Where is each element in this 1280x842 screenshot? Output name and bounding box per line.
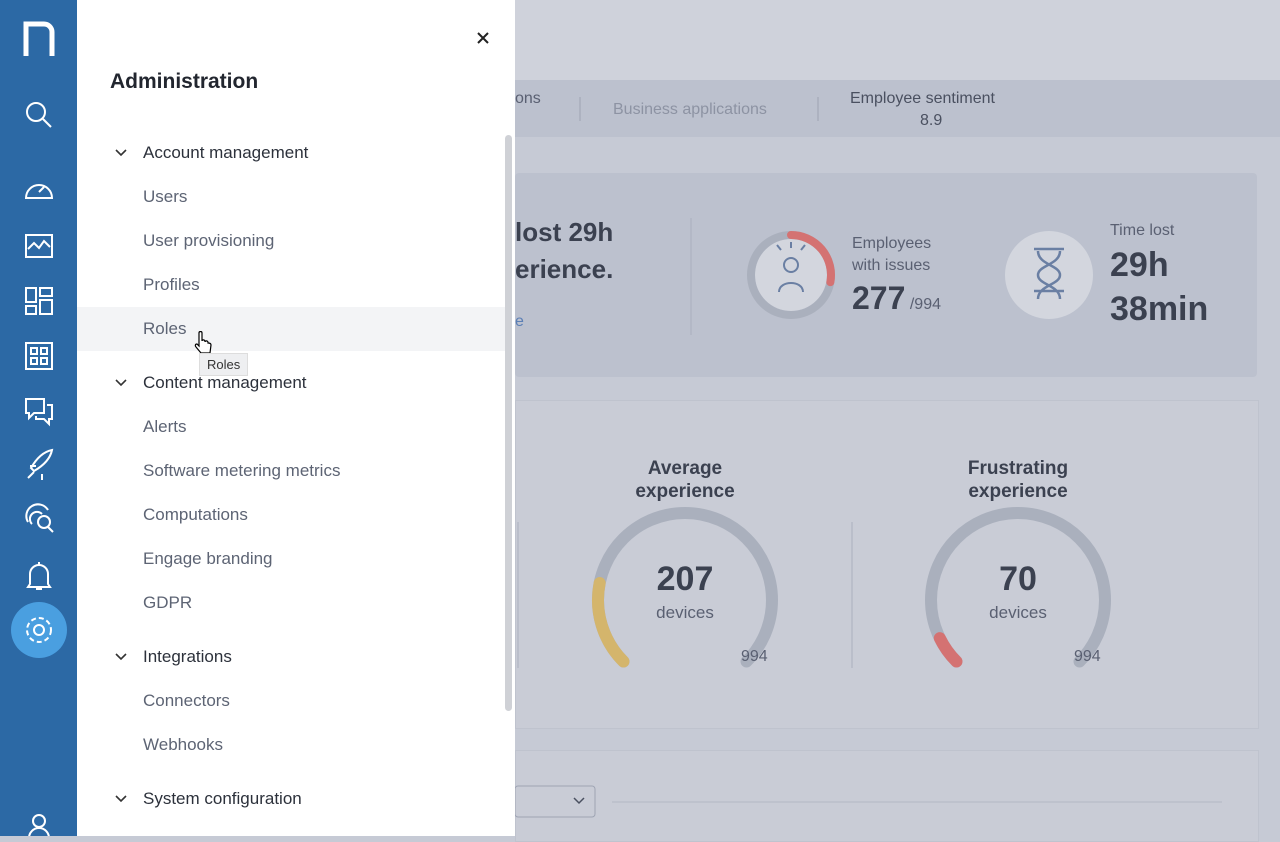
bottom-card	[515, 750, 1259, 842]
employee-icon-bg	[755, 239, 827, 311]
search-icon[interactable]	[26, 102, 52, 128]
tab-score: 8.9	[920, 112, 943, 129]
gauge-value-text: 70	[999, 560, 1037, 598]
nav-icons	[11, 21, 67, 839]
hourglass-icon	[1034, 247, 1064, 300]
section-header[interactable]: System configuration	[143, 789, 302, 808]
layout-icon[interactable]	[25, 287, 53, 315]
admin-panel: Administration Account management Users Us…	[77, 0, 515, 836]
cursor	[194, 331, 212, 354]
nav-rail	[0, 0, 77, 839]
gauge-value	[933, 632, 963, 668]
settings-icon[interactable]	[26, 617, 52, 643]
menu-item[interactable]: Webhooks	[143, 735, 224, 754]
dropdown-chevron	[573, 797, 585, 805]
stat-total: /994	[909, 296, 941, 313]
gauge-total: 994	[741, 648, 768, 665]
hover-row	[77, 307, 505, 351]
section-header[interactable]: Integrations	[143, 647, 232, 666]
menu-item[interactable]: Computations	[143, 505, 248, 524]
gauge-value	[592, 577, 630, 668]
menu-item[interactable]: User provisioning	[143, 231, 275, 250]
menu-item[interactable]: GDPR	[143, 593, 193, 612]
gauge-value-text: 207	[656, 560, 714, 598]
stat-label: Employees with issues	[852, 235, 932, 274]
chevron[interactable]	[115, 379, 127, 387]
fingerprint-icon[interactable]	[25, 503, 54, 533]
logo	[23, 21, 55, 56]
menu-item[interactable]: Engage branding	[143, 549, 273, 568]
user-icon[interactable]	[28, 814, 50, 839]
gauge-title: Average experience	[635, 458, 735, 502]
employee-icon	[776, 242, 806, 293]
chat-icon[interactable]	[25, 398, 53, 427]
stat-label: Time lost	[1110, 222, 1175, 239]
gauge-unit: devices	[989, 603, 1047, 622]
hourglass-icon-bg	[1005, 231, 1093, 319]
menu-item[interactable]: Users	[143, 187, 188, 206]
gauge-track	[925, 507, 1111, 668]
gauge-title: Frustrating experience	[967, 458, 1069, 502]
apps-icon[interactable]	[25, 342, 53, 370]
gauge-card	[515, 400, 1259, 729]
donut-value	[787, 231, 835, 287]
chevron-path	[115, 653, 127, 661]
rocket-icon[interactable]	[27, 448, 54, 480]
bell-icon[interactable]	[26, 562, 52, 590]
gauge-total: 994	[1074, 648, 1101, 665]
gauge-unit: devices	[656, 603, 714, 622]
menu-item[interactable]: Alerts	[143, 417, 187, 436]
section-header[interactable]: Account management	[143, 143, 309, 162]
settings-active[interactable]	[11, 602, 67, 658]
menu-item[interactable]: Roles	[143, 319, 187, 338]
menu-item[interactable]: Connectors	[143, 691, 230, 710]
summary-card	[515, 173, 1257, 377]
tooltip: Roles	[199, 353, 249, 376]
tab: Business applications	[613, 101, 767, 118]
close-button[interactable]	[476, 31, 490, 45]
panel-title: Administration	[110, 70, 259, 93]
chevron-path	[115, 379, 127, 387]
menu-item[interactable]: Software metering metrics	[143, 461, 341, 480]
dropdown	[514, 785, 596, 818]
stat-value: 29h 38min	[1110, 246, 1209, 328]
tab: Employee sentiment	[850, 90, 995, 107]
chevron[interactable]	[115, 149, 127, 157]
link[interactable]: e	[515, 313, 524, 330]
chevron[interactable]	[115, 795, 127, 803]
chevron-path	[115, 795, 127, 803]
section-header[interactable]: Content management	[143, 373, 307, 392]
headline: erience.	[515, 254, 614, 284]
chevron[interactable]	[115, 653, 127, 661]
scrollbar[interactable]	[505, 135, 512, 711]
dashboard-icon[interactable]	[24, 184, 54, 199]
tab: ons	[515, 90, 541, 107]
menu-item[interactable]: Profiles	[143, 275, 200, 294]
analytics-icon[interactable]	[25, 234, 53, 258]
headline: lost 29h	[515, 217, 614, 247]
chevron-path	[115, 149, 127, 157]
stat-value: 277	[852, 280, 906, 316]
